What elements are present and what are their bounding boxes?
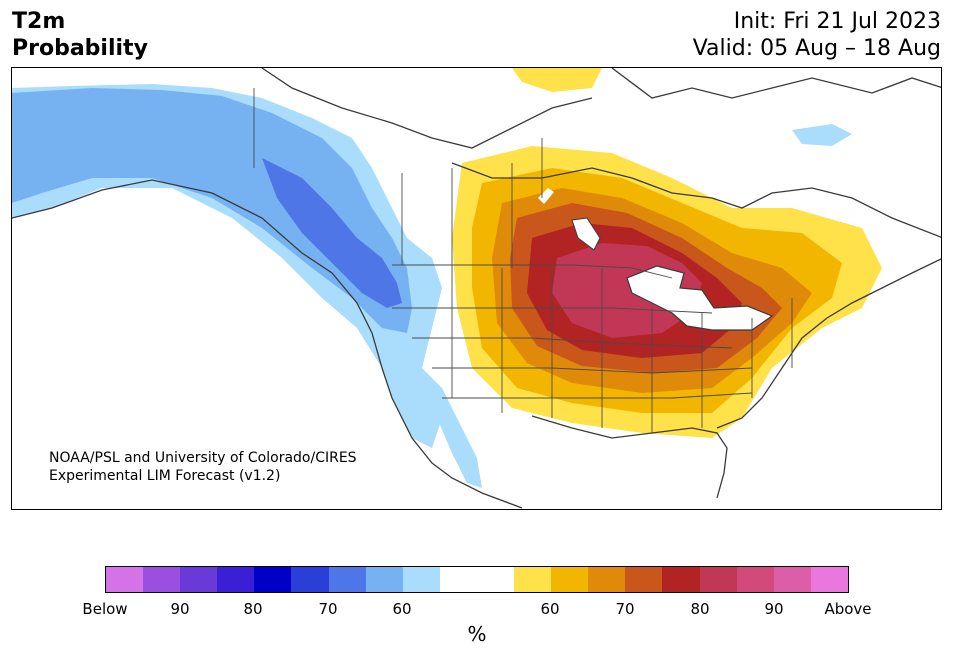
- colorbar-cell: [699, 567, 737, 592]
- colorbar-tick-label: 60: [392, 600, 412, 618]
- credit-line-2: Experimental LIM Forecast (v1.2): [49, 468, 281, 484]
- region-gulf-light-blue: [422, 368, 482, 488]
- region-above-80-90: [552, 243, 702, 338]
- colorbar-cell: [551, 567, 589, 592]
- colorbar-tick-label: 60: [540, 600, 560, 618]
- colorbar-cell: [106, 567, 144, 592]
- title-product: Probability: [12, 36, 148, 61]
- init-date: Init: Fri 21 Jul 2023: [733, 9, 941, 34]
- colorbar-tick-label: 80: [243, 600, 263, 618]
- colorbar-cell: [736, 567, 774, 592]
- probability-map: [12, 68, 941, 509]
- title-variable: T2m: [12, 9, 66, 34]
- colorbar-cell: [476, 567, 515, 592]
- region-pnw-dark-blue: [262, 158, 402, 308]
- credit-line-1: NOAA/PSL and University of Colorado/CIRE…: [49, 450, 357, 466]
- colorbar-cell: [662, 567, 700, 592]
- colorbar-cell: [254, 567, 292, 592]
- valid-range: Valid: 05 Aug – 18 Aug: [692, 36, 941, 61]
- great-lakes: [626, 265, 774, 331]
- colorbar-tick-label: 90: [170, 600, 190, 618]
- colorbar-cell: [402, 567, 440, 592]
- colorbar-cell: [291, 567, 329, 592]
- forecast-dates: Init: Fri 21 Jul 2023 Valid: 05 Aug – 18…: [693, 8, 941, 62]
- data-credit: NOAA/PSL and University of Colorado/CIRE…: [49, 449, 357, 485]
- colorbar-cell: [439, 567, 477, 592]
- region-alaska-blue: [12, 88, 412, 333]
- colorbar-cell: [143, 567, 181, 592]
- colorbar-cell: [810, 567, 848, 592]
- political-borders: [253, 88, 793, 433]
- region-above-60-north: [512, 68, 602, 92]
- colorbar-cell: [180, 567, 218, 592]
- colorbar-tick-label: 90: [764, 600, 784, 618]
- colorbar-cell: [365, 567, 403, 592]
- colorbar-cell: [328, 567, 366, 592]
- colorbar-cell: [773, 567, 811, 592]
- colorbar-cell: [625, 567, 663, 592]
- colorbar-unit: %: [467, 622, 487, 646]
- colorbar-cell: [514, 567, 552, 592]
- colorbar-tick-label: 70: [615, 600, 635, 618]
- lake-athabasca: [538, 188, 554, 204]
- lake-winnipeg: [571, 217, 601, 251]
- colorbar-tick-label: 70: [318, 600, 338, 618]
- colorbar-tick-label: Above: [824, 600, 872, 618]
- probability-colorbar: [105, 566, 849, 593]
- map-title: T2m Probability: [12, 8, 148, 62]
- colorbar-cell: [588, 567, 626, 592]
- colorbar-cell: [217, 567, 255, 592]
- map-panel: [11, 67, 942, 510]
- colorbar-tick-label: 80: [690, 600, 710, 618]
- region-hudson-light-blue: [792, 124, 852, 146]
- colorbar-tick-label: Below: [82, 600, 128, 618]
